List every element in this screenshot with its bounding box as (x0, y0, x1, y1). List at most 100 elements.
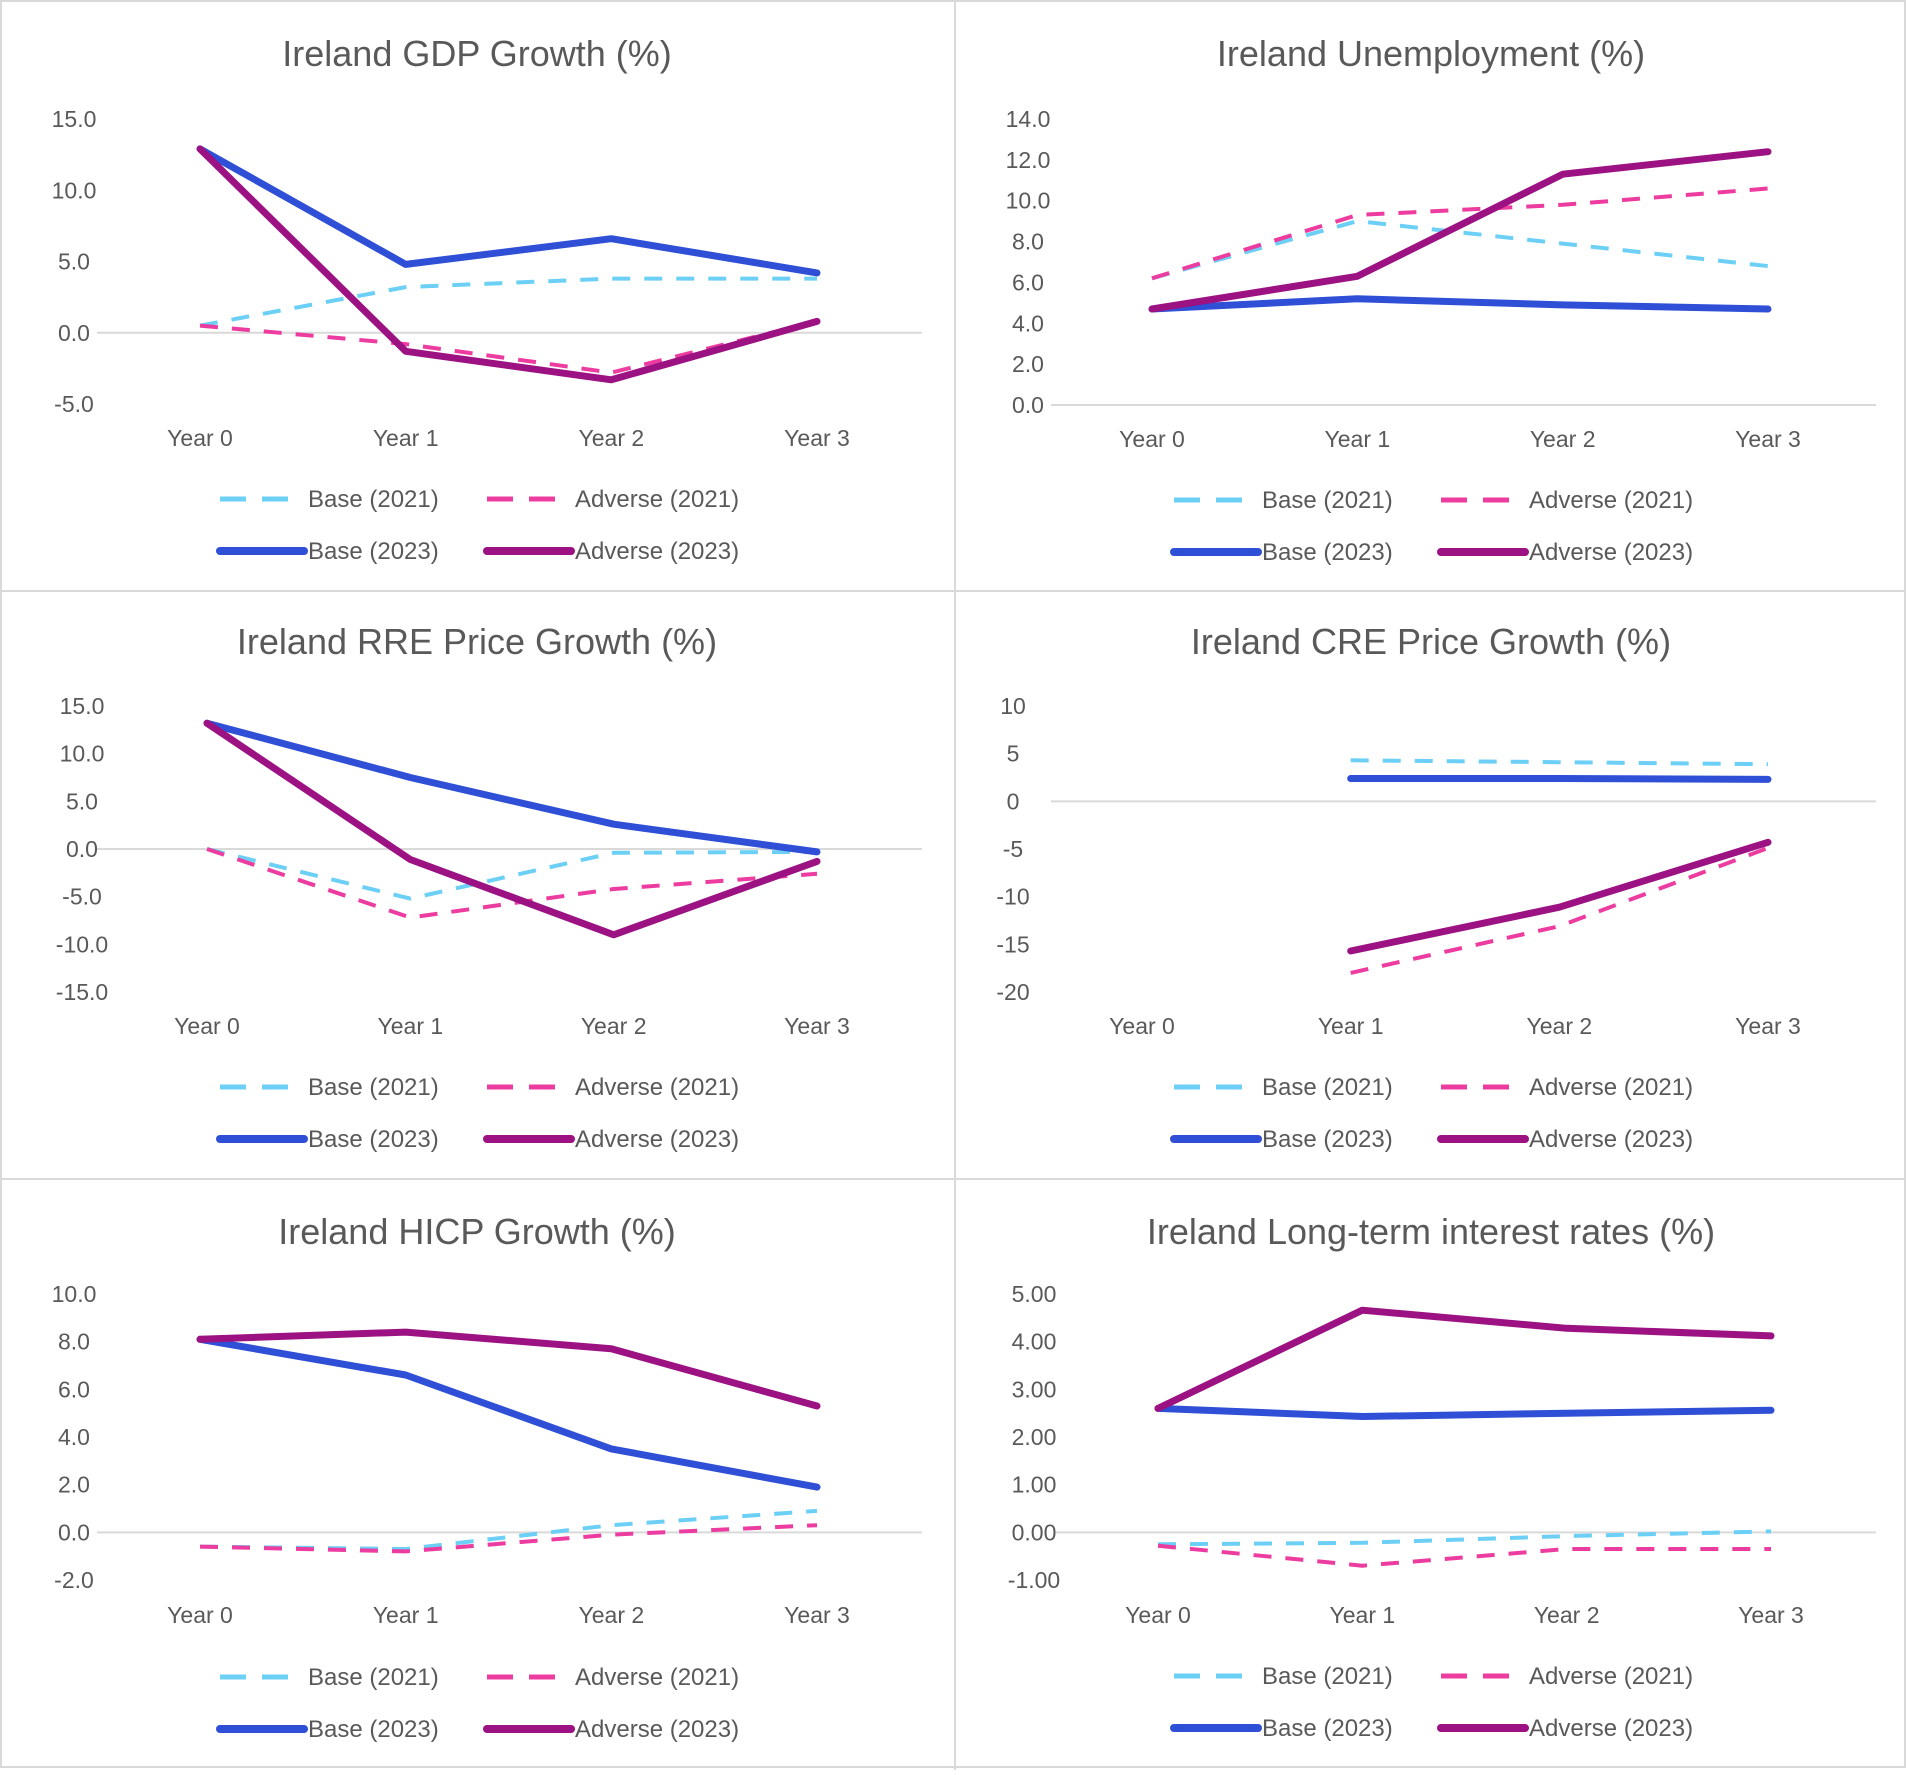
legend-label-adverse-2023: Adverse (2023) (1529, 539, 1693, 566)
y-tick-label: 12.0 (1006, 147, 1051, 173)
chart-title: Ireland Unemployment (%) (1217, 33, 1645, 74)
x-tick-label: Year 1 (1325, 426, 1391, 452)
series-line-base-2023 (203, 719, 821, 856)
x-tick-label: Year 2 (581, 1013, 647, 1039)
legend-label-adverse-2021: Adverse (2021) (575, 1074, 739, 1101)
y-tick-label: 2.00 (1012, 1424, 1057, 1450)
y-tick-label: 6.0 (1012, 269, 1044, 295)
horizontal-divider-1 (2, 590, 1906, 592)
y-tick-label: -20 (996, 979, 1029, 1005)
series-line-base-2023 (1148, 295, 1772, 313)
x-tick-label: Year 1 (373, 1602, 439, 1628)
y-tick-label: 6.0 (58, 1376, 90, 1402)
series-line-adverse-2021 (206, 847, 818, 920)
y-tick-label: -15 (996, 931, 1029, 957)
legend-label-adverse-2021: Adverse (2021) (575, 486, 739, 513)
chart-panel-gdp-growth: Ireland GDP Growth (%) 15.0 10.0 5.0 0.0 -5.0… (2, 2, 954, 590)
y-tick-label: 10.0 (60, 741, 105, 767)
legend-label-adverse-2023: Adverse (2023) (575, 1716, 739, 1743)
legend-label-adverse-2021: Adverse (2021) (1529, 487, 1693, 514)
chart-long-term-interest-rates: Ireland Long-term interest rates (%) 5.00… (1008, 1211, 1876, 1742)
legend-label-base-2021: Base (2021) (1262, 487, 1393, 514)
y-tick-label: -5.0 (54, 391, 94, 417)
y-tick-label: 10.0 (1006, 188, 1051, 214)
x-tick-label: Year 1 (373, 425, 439, 451)
legend-label-base-2023: Base (2023) (308, 538, 439, 565)
chart-rre-price-growth: Ireland RRE Price Growth (%) 15.0 10.0 5.0 0… (56, 621, 922, 1153)
y-tick-label: 2.0 (1012, 351, 1044, 377)
x-tick-label: Year 2 (1534, 1602, 1600, 1628)
y-tick-label: -10.0 (56, 931, 108, 957)
legend-label-base-2021: Base (2021) (308, 1074, 439, 1101)
legend-label-adverse-2021: Adverse (2021) (575, 1664, 739, 1691)
legend-label-base-2023: Base (2023) (308, 1126, 439, 1153)
x-tick-label: Year 0 (1125, 1602, 1191, 1628)
y-tick-label: 0.0 (1012, 392, 1044, 418)
series-line-adverse-2021 (1350, 846, 1769, 975)
series-line-adverse-2023 (1154, 1306, 1775, 1412)
series-line-adverse-2021 (199, 1523, 818, 1554)
y-tick-label: 5.0 (58, 249, 90, 275)
legend-label-base-2021: Base (2021) (1262, 1074, 1393, 1101)
legend-label-adverse-2023: Adverse (2023) (575, 1126, 739, 1153)
chart-cre-price-growth: Ireland CRE Price Growth (%) 10 5 0 -5 -10 -15… (996, 621, 1876, 1153)
x-tick-label: Year 0 (174, 1013, 240, 1039)
y-tick-label: 1.00 (1012, 1472, 1057, 1498)
x-tick-label: Year 3 (784, 1602, 850, 1628)
x-tick-label: Year 0 (1109, 1013, 1175, 1039)
chart-panel-cre-price-growth: Ireland CRE Price Growth (%) 10 5 0 -5 -10 -15… (956, 592, 1906, 1178)
chart-title: Ireland CRE Price Growth (%) (1191, 621, 1671, 662)
series-line-base-2021 (1151, 219, 1769, 281)
x-tick-label: Year 3 (1735, 1013, 1801, 1039)
chart-panel-hicp-growth: Ireland HICP Growth (%) 10.0 8.0 6.0 4.0 2.0 0… (2, 1180, 954, 1770)
legend-label-base-2023: Base (2023) (1262, 1715, 1393, 1742)
legend-label-base-2021: Base (2021) (308, 1664, 439, 1691)
legend-label-base-2023: Base (2023) (1262, 1126, 1393, 1153)
x-tick-label: Year 1 (1330, 1602, 1396, 1628)
y-tick-label: 14.0 (1006, 106, 1051, 132)
y-tick-label: 10.0 (52, 177, 97, 203)
y-tick-label: 4.00 (1012, 1329, 1057, 1355)
series-line-base-2021 (199, 276, 817, 328)
series-line-adverse-2023 (203, 719, 821, 939)
y-tick-label: 3.00 (1012, 1376, 1057, 1402)
series-line-adverse-2021 (1157, 1543, 1771, 1568)
x-tick-label: Year 1 (378, 1013, 444, 1039)
y-tick-label: 0.00 (1012, 1519, 1057, 1545)
legend-label-base-2021: Base (2021) (308, 486, 439, 513)
y-tick-label: 4.0 (1012, 310, 1044, 336)
x-tick-label: Year 2 (579, 1602, 645, 1628)
y-tick-label: 0 (1007, 788, 1020, 814)
y-tick-label: 5 (1007, 741, 1020, 767)
series-line-adverse-2021 (1151, 186, 1769, 281)
y-tick-label: -2.0 (54, 1567, 94, 1593)
y-tick-label: -1.00 (1008, 1567, 1060, 1593)
x-tick-label: Year 2 (579, 425, 645, 451)
legend-label-adverse-2023: Adverse (2023) (575, 538, 739, 565)
series-line-base-2021 (1157, 1529, 1772, 1547)
y-tick-label: 8.0 (58, 1329, 90, 1355)
x-tick-label: Year 0 (167, 425, 233, 451)
x-tick-label: Year 2 (1527, 1013, 1593, 1039)
series-line-adverse-2023 (196, 145, 821, 384)
series-line-adverse-2023 (1148, 148, 1772, 313)
x-tick-label: Year 2 (1530, 426, 1596, 452)
vertical-divider (954, 2, 956, 1770)
y-tick-label: -5 (1003, 836, 1023, 862)
y-tick-label: 15.0 (52, 106, 97, 132)
x-tick-label: Year 3 (784, 1013, 850, 1039)
series-line-adverse-2023 (196, 1328, 821, 1410)
y-tick-label: 0.0 (66, 836, 98, 862)
y-tick-label: -15.0 (56, 979, 108, 1005)
legend-label-adverse-2023: Adverse (2023) (1529, 1126, 1693, 1153)
horizontal-divider-2 (2, 1178, 1906, 1180)
series-line-base-2023 (196, 1335, 821, 1491)
y-tick-label: 5.00 (1012, 1281, 1057, 1307)
x-tick-label: Year 3 (1735, 426, 1801, 452)
chart-title: Ireland RRE Price Growth (%) (237, 621, 717, 662)
chart-hicp-growth: Ireland HICP Growth (%) 10.0 8.0 6.0 4.0 2.0 0… (52, 1211, 922, 1743)
chart-gdp-growth: Ireland GDP Growth (%) 15.0 10.0 5.0 0.0 -5.0… (52, 33, 922, 565)
y-tick-label: 5.0 (66, 788, 98, 814)
series-line-adverse-2023 (1347, 838, 1772, 955)
